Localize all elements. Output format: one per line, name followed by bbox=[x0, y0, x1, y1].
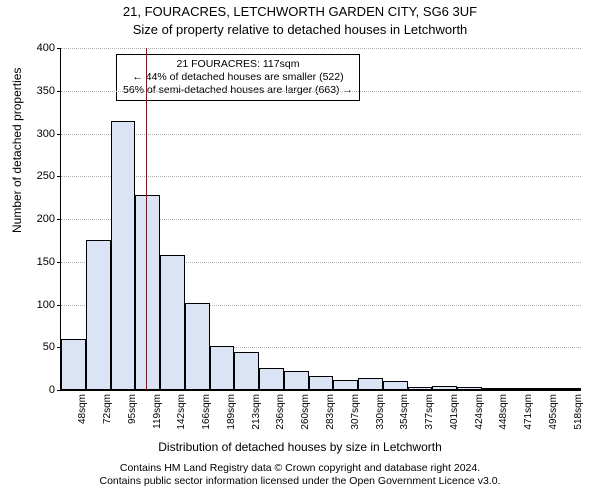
annotation-box: 21 FOURACRES: 117sqm ← 44% of detached h… bbox=[116, 54, 360, 101]
histogram-bar bbox=[284, 371, 309, 390]
footnote-line-2: Contains public sector information licen… bbox=[0, 475, 600, 488]
xtick-label: 119sqm bbox=[152, 394, 163, 429]
ytick-label: 200 bbox=[37, 213, 55, 225]
histogram-bar bbox=[432, 386, 457, 390]
property-marker-line bbox=[146, 48, 147, 390]
xtick-label: 72sqm bbox=[102, 394, 113, 424]
histogram-bar bbox=[408, 387, 433, 390]
ytick-mark bbox=[57, 134, 61, 135]
histogram-bar bbox=[111, 121, 136, 390]
xtick-label: 307sqm bbox=[350, 394, 361, 430]
xtick-label: 236sqm bbox=[275, 394, 286, 430]
histogram-bar bbox=[234, 352, 259, 390]
footnote: Contains HM Land Registry data © Crown c… bbox=[0, 462, 600, 488]
gridline bbox=[61, 48, 581, 49]
xtick-label: 401sqm bbox=[449, 394, 460, 430]
gridline bbox=[61, 134, 581, 135]
ytick-mark bbox=[57, 390, 61, 391]
histogram-bar bbox=[358, 378, 383, 390]
ytick-label: 100 bbox=[37, 299, 55, 311]
xtick-label: 377sqm bbox=[424, 394, 435, 430]
histogram-bar bbox=[457, 387, 482, 390]
xtick-label: 330sqm bbox=[375, 394, 386, 430]
ytick-mark bbox=[57, 305, 61, 306]
ytick-mark bbox=[57, 176, 61, 177]
xtick-label: 213sqm bbox=[251, 394, 262, 430]
xtick-label: 189sqm bbox=[226, 394, 237, 430]
xtick-label: 424sqm bbox=[474, 394, 485, 430]
ytick-label: 50 bbox=[43, 341, 55, 353]
chart-container: 21, FOURACRES, LETCHWORTH GARDEN CITY, S… bbox=[0, 0, 600, 500]
histogram-bar bbox=[482, 388, 507, 390]
footnote-line-1: Contains HM Land Registry data © Crown c… bbox=[0, 462, 600, 475]
plot-area: 21 FOURACRES: 117sqm ← 44% of detached h… bbox=[60, 48, 581, 391]
histogram-bar bbox=[61, 339, 86, 390]
ytick-label: 250 bbox=[37, 170, 55, 182]
histogram-bar bbox=[333, 380, 358, 390]
histogram-bar bbox=[556, 388, 581, 390]
ytick-mark bbox=[57, 91, 61, 92]
histogram-bar bbox=[160, 255, 185, 390]
histogram-bar bbox=[507, 388, 532, 390]
histogram-bar bbox=[309, 376, 334, 390]
annotation-line-2: ← 44% of detached houses are smaller (52… bbox=[123, 71, 353, 84]
xtick-label: 518sqm bbox=[573, 394, 584, 430]
xtick-label: 471sqm bbox=[523, 394, 534, 430]
chart-title: 21, FOURACRES, LETCHWORTH GARDEN CITY, S… bbox=[0, 4, 600, 19]
xtick-label: 142sqm bbox=[176, 394, 187, 430]
xtick-label: 354sqm bbox=[399, 394, 410, 430]
ytick-label: 150 bbox=[37, 256, 55, 268]
xtick-label: 95sqm bbox=[127, 394, 138, 424]
gridline bbox=[61, 91, 581, 92]
histogram-bar bbox=[86, 240, 111, 390]
gridline bbox=[61, 176, 581, 177]
ytick-label: 0 bbox=[49, 384, 55, 396]
xtick-label: 448sqm bbox=[498, 394, 509, 430]
xtick-label: 166sqm bbox=[201, 394, 212, 430]
xtick-label: 48sqm bbox=[77, 394, 88, 424]
annotation-line-1: 21 FOURACRES: 117sqm bbox=[123, 58, 353, 71]
histogram-bar bbox=[259, 368, 284, 390]
ytick-mark bbox=[57, 48, 61, 49]
ytick-label: 400 bbox=[37, 42, 55, 54]
ytick-label: 350 bbox=[37, 85, 55, 97]
histogram-bar bbox=[531, 388, 556, 390]
histogram-bar bbox=[135, 195, 160, 390]
x-axis-label: Distribution of detached houses by size … bbox=[0, 440, 600, 454]
histogram-bar bbox=[383, 381, 408, 390]
xtick-label: 260sqm bbox=[300, 394, 311, 430]
histogram-bar bbox=[210, 346, 235, 390]
chart-subtitle: Size of property relative to detached ho… bbox=[0, 22, 600, 37]
ytick-label: 300 bbox=[37, 128, 55, 140]
ytick-mark bbox=[57, 262, 61, 263]
xtick-label: 495sqm bbox=[548, 394, 559, 430]
y-axis-label: Number of detached properties bbox=[10, 68, 24, 233]
xtick-label: 283sqm bbox=[325, 394, 336, 430]
ytick-mark bbox=[57, 219, 61, 220]
histogram-bar bbox=[185, 303, 210, 390]
